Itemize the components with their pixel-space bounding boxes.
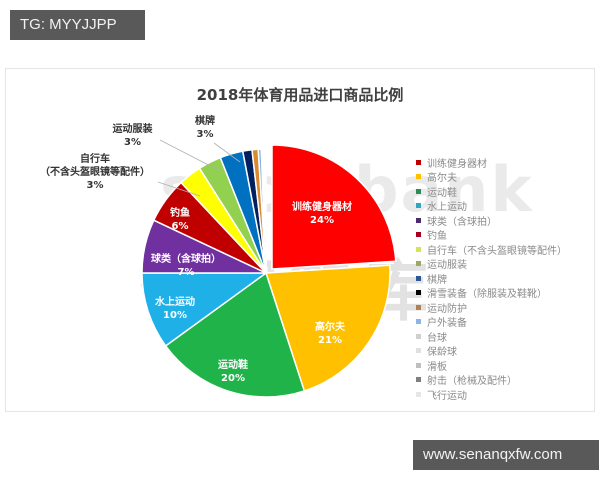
label-pct: 3% [124, 137, 141, 148]
legend-item: 滑雪装备（除服装及鞋靴） [416, 286, 567, 301]
legend-swatch-icon [416, 290, 421, 296]
chart-title: 2018年体育用品进口商品比例 [196, 86, 404, 104]
label-pct: 6% [171, 221, 189, 232]
legend-label: 滑板 [427, 361, 447, 373]
legend-label: 保龄球 [427, 347, 457, 359]
legend-item: 水上运动 [416, 199, 567, 214]
legend-swatch-icon [416, 377, 421, 383]
legend-label: 运动服装 [427, 260, 467, 272]
legend-item: 台球 [416, 329, 567, 344]
legend-swatch-icon [416, 174, 421, 180]
legend-label: 棋牌 [427, 274, 447, 286]
label-chess: 棋牌 3% [190, 115, 220, 141]
label-pct: 7% [177, 267, 195, 278]
label-apparel: 运动服装 3% [100, 123, 165, 149]
label-pct: 24% [310, 215, 334, 226]
label-name: 水上运动 [155, 297, 195, 308]
legend-label: 运动鞋 [427, 187, 457, 199]
label-name: 运动鞋 [218, 360, 248, 371]
legend-swatch-icon [416, 391, 421, 397]
chart-legend: 训练健身器材 高尔夫运动鞋水上运动球类（含球拍） 钓鱼自行车（不含头盔眼镜等配件） 运… [416, 155, 567, 402]
legend-label: 自行车（不含头盔眼镜等配件） [427, 245, 567, 257]
legend-item: 球类（含球拍） [416, 213, 567, 228]
legend-swatch-icon [416, 188, 421, 194]
legend-label: 运动防护 [427, 303, 467, 315]
pie-slice [264, 148, 267, 274]
label-balls: 球类（含球拍） 7% [136, 253, 236, 279]
legend-item: 运动鞋 [416, 184, 567, 199]
pie-slice [164, 271, 306, 398]
legend-swatch-icon [416, 203, 421, 209]
label-name: 自行车 [80, 154, 110, 165]
legend-item: 运动防护 [416, 300, 567, 315]
legend-label: 高尔夫 [427, 173, 457, 185]
label-fishing: 钓鱼 6% [160, 207, 200, 233]
legend-label: 训练健身器材 [427, 158, 487, 170]
label-pct: 10% [163, 310, 187, 321]
legend-item: 射击（枪械及配件） [416, 373, 567, 388]
legend-label: 射击（枪械及配件） [427, 376, 517, 388]
label-name: 训练健身器材 [292, 202, 352, 213]
label-water: 水上运动 10% [145, 296, 205, 322]
legend-swatch-icon [416, 333, 421, 339]
label-pct: 20% [221, 373, 245, 384]
legend-swatch-icon [416, 319, 421, 325]
label-name: 球类（含球拍） [151, 254, 221, 265]
legend-label: 滑雪装备（除服装及鞋靴） [427, 289, 547, 301]
legend-item: 滑板 [416, 358, 567, 373]
leader-line [159, 139, 223, 173]
leader-line [213, 142, 241, 163]
label-pct: 3% [86, 180, 104, 191]
legend-label: 台球 [427, 332, 447, 344]
legend-label: 飞行运动 [427, 390, 467, 402]
leader-line [157, 181, 201, 197]
label-golf: 高尔夫 21% [300, 321, 360, 347]
pie-slice [141, 272, 269, 347]
label-name-detail: （不含头盔眼镜等配件） [40, 167, 150, 178]
legend-item: 钓鱼 [416, 228, 567, 243]
legend-swatch-icon [416, 348, 421, 354]
legend-item: 自行车（不含头盔眼镜等配件） [416, 242, 567, 257]
legend-swatch-icon [416, 304, 421, 310]
legend-label: 钓鱼 [427, 231, 447, 243]
legend-item: 训练健身器材 [416, 155, 567, 170]
legend-swatch-icon [416, 362, 421, 368]
label-name: 运动服装 [112, 124, 153, 135]
legend-item: 飞行运动 [416, 387, 567, 402]
label-name: 高尔夫 [315, 322, 345, 333]
pie-slice [264, 264, 391, 392]
label-name: 钓鱼 [170, 208, 190, 219]
legend-swatch-icon [416, 246, 421, 252]
label-pct: 3% [196, 129, 214, 140]
label-name: 棋牌 [195, 116, 215, 127]
label-training: 训练健身器材 24% [272, 201, 372, 227]
pie-slice [271, 144, 397, 270]
legend-label: 户外装备 [427, 318, 467, 330]
watermark-tag-top-left: TG: MYYJJPP [10, 10, 145, 40]
legend-swatch-icon [416, 275, 421, 281]
legend-label: 球类（含球拍） [427, 216, 497, 228]
legend-item: 棋牌 [416, 271, 567, 286]
label-bicycle: 自行车 （不含头盔眼镜等配件） 3% [30, 153, 160, 192]
watermark-tag-bottom-right: www.senanqxfw.com [413, 440, 599, 470]
legend-item: 运动服装 [416, 257, 567, 272]
legend-label: 水上运动 [427, 202, 467, 214]
legend-item: 保龄球 [416, 344, 567, 359]
label-pct: 21% [318, 335, 342, 346]
legend-swatch-icon [416, 232, 421, 238]
label-shoes: 运动鞋 20% [203, 359, 263, 385]
legend-swatch-icon [416, 159, 421, 165]
legend-swatch-icon [416, 261, 421, 267]
legend-item: 高尔夫 [416, 170, 567, 185]
legend-item: 户外装备 [416, 315, 567, 330]
legend-swatch-icon [416, 217, 421, 223]
